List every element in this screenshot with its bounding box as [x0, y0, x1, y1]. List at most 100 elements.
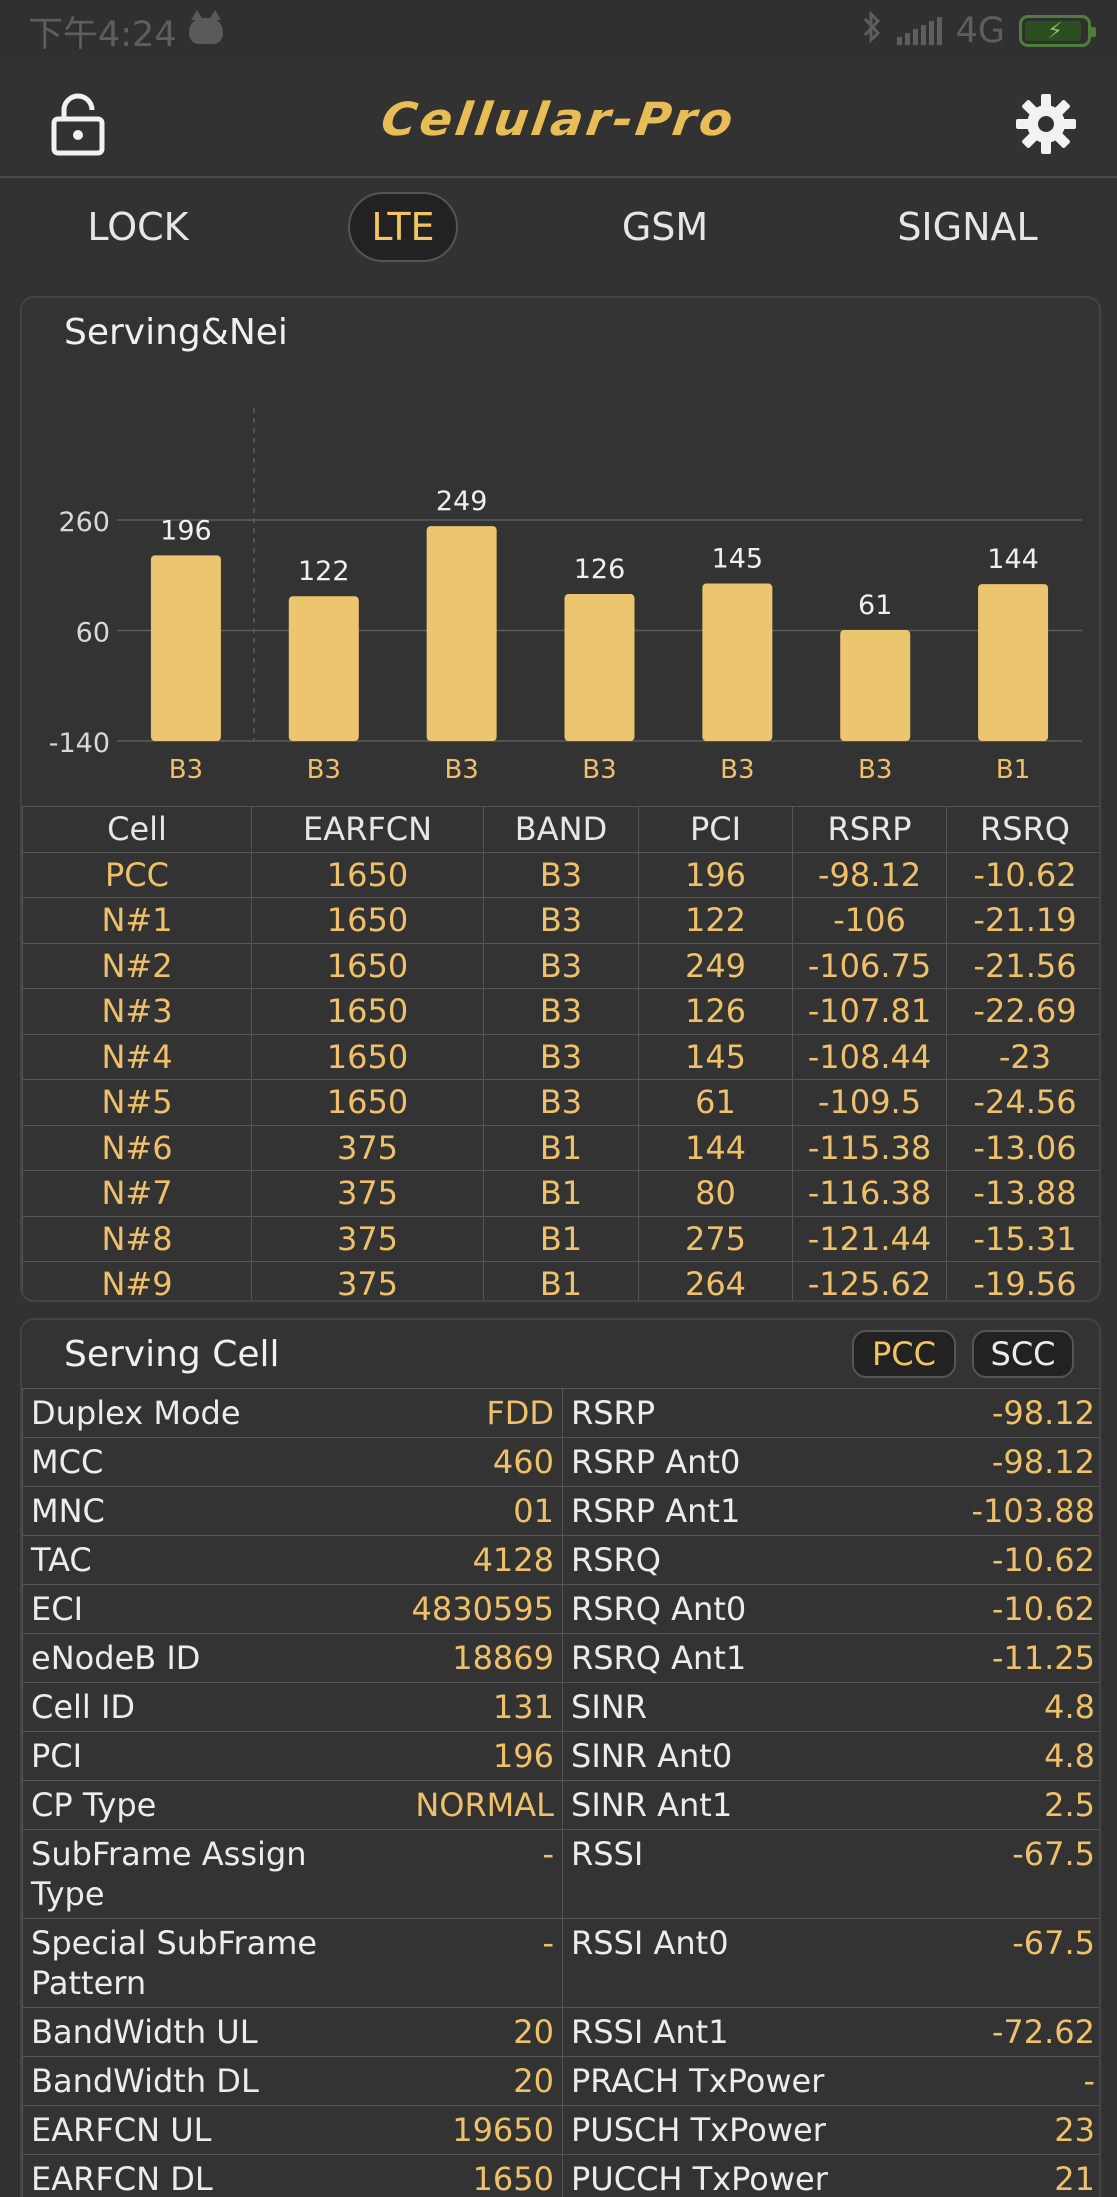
cell-rsrq: -21.19 [946, 897, 1099, 944]
right-param: SINR 4.8 [562, 1682, 1099, 1732]
scc-button[interactable]: SCC [972, 1330, 1074, 1378]
header-cell: Cell [22, 806, 252, 853]
cell-pci: 61 [638, 1079, 793, 1126]
param-value: -11.25 [991, 1639, 1095, 1677]
cell-rsrp: -106.75 [792, 942, 947, 989]
table-row: TAC 4128 RSRQ -10.62 [22, 1535, 1099, 1585]
left-param: Special SubFrame Pattern - [22, 1918, 563, 2008]
table-row: MNC 01 RSRP Ant1 -103.88 [22, 1486, 1099, 1536]
param-value: 460 [492, 1443, 554, 1481]
param-value: -67.5 [1012, 1924, 1095, 1962]
param-label: Cell ID [31, 1688, 136, 1726]
cell-band: B3 [483, 851, 639, 898]
param-value: 20 [513, 2062, 554, 2100]
param-value: 19650 [452, 2111, 554, 2149]
pcc-button[interactable]: PCC [852, 1330, 956, 1378]
chart-bar [150, 555, 221, 741]
cell-band: B3 [483, 1079, 639, 1126]
table-row: Duplex Mode FDD RSRP -98.12 [22, 1388, 1099, 1438]
right-param: RSRP Ant1 -103.88 [562, 1486, 1099, 1536]
param-value: -10.62 [991, 1590, 1095, 1628]
cell-pci: 275 [638, 1215, 793, 1262]
left-param: Duplex Mode FDD [22, 1388, 563, 1438]
left-param: eNodeB ID 18869 [22, 1633, 563, 1683]
cell-rsrp: -108.44 [792, 1033, 947, 1080]
tab-gsm[interactable]: GSM [621, 205, 709, 249]
table-row: BandWidth DL 20 PRACH TxPower - [22, 2056, 1099, 2106]
table-row: PCI 196 SINR Ant0 4.8 [22, 1731, 1099, 1781]
header-earfcn: EARFCN [251, 806, 484, 853]
cell-rsrp: -109.5 [792, 1079, 947, 1126]
tab-lock[interactable]: LOCK [87, 205, 189, 249]
cell-earfcn: 1650 [251, 1079, 484, 1126]
param-value: 21 [1054, 2160, 1095, 2197]
cell-pci: 196 [638, 851, 793, 898]
y-tick-label: -140 [49, 728, 110, 759]
param-label: RSRP [571, 1394, 656, 1432]
param-value: - [1083, 2062, 1095, 2100]
y-tick-label: 60 [76, 618, 110, 649]
param-label: Special SubFrame Pattern [31, 1924, 318, 2002]
param-label: RSRQ Ant1 [571, 1639, 747, 1677]
right-param: PUCCH TxPower 21 [562, 2154, 1099, 2197]
cell-band: B3 [483, 1033, 639, 1080]
cell-earfcn: 375 [251, 1215, 484, 1262]
cell-earfcn: 1650 [251, 897, 484, 944]
param-label: SINR [571, 1688, 647, 1726]
param-value: -98.12 [991, 1443, 1095, 1481]
left-param: BandWidth DL 20 [22, 2056, 563, 2106]
network-type: 4G [955, 11, 1005, 51]
right-param: RSRQ -10.62 [562, 1535, 1099, 1585]
cell-earfcn: 1650 [251, 988, 484, 1035]
table-row: BandWidth UL 20 RSSI Ant1 -72.62 [22, 2007, 1099, 2057]
cell-rsrq: -22.69 [946, 988, 1099, 1035]
param-label: ECI [31, 1590, 83, 1628]
left-param: SubFrame Assign Type - [22, 1829, 563, 1919]
bar-value-label: 122 [298, 556, 350, 587]
tab-signal[interactable]: SIGNAL [897, 205, 1038, 249]
param-label: RSRQ [571, 1541, 661, 1579]
cell-rsrp: -116.38 [792, 1170, 947, 1217]
param-value: 1650 [472, 2160, 554, 2197]
chart-bar [564, 594, 635, 741]
right-param: RSSI -67.5 [562, 1829, 1099, 1919]
gear-icon[interactable] [1014, 92, 1078, 156]
chart-bar [840, 629, 911, 741]
serving-nei-card: Serving&Nei 260 60 -140 196 B3 122 B3 249 B3 126 B… [20, 296, 1101, 1302]
bluetooth-icon [861, 9, 883, 53]
tab-lte[interactable]: LTE [348, 192, 458, 262]
param-value: 23 [1054, 2111, 1095, 2149]
cell-rsrp: -121.44 [792, 1215, 947, 1262]
neighbor-table: Cell EARFCN BAND PCI RSRP RSRQ PCC 1650 B3… [22, 806, 1099, 1300]
bar-value-label: 126 [574, 554, 626, 585]
param-label: BandWidth DL [31, 2062, 259, 2100]
cell-rsrp: -106 [792, 897, 947, 944]
left-param: TAC 4128 [22, 1535, 563, 1585]
cell-rsrq: -23 [946, 1033, 1099, 1080]
cell-pci: 145 [638, 1033, 793, 1080]
param-value: 131 [492, 1688, 554, 1726]
param-value: -72.62 [991, 2013, 1095, 2051]
table-row: ECI 4830595 RSRQ Ant0 -10.62 [22, 1584, 1099, 1634]
cell-band: B1 [483, 1170, 639, 1217]
param-label: EARFCN UL [31, 2111, 212, 2149]
x-tick-label: B3 [307, 755, 341, 785]
tab-bar: LOCK LTE GSM SIGNAL [0, 180, 1117, 290]
cell-rsrp: -115.38 [792, 1124, 947, 1171]
param-value: 4.8 [1044, 1688, 1095, 1726]
param-label: PUSCH TxPower [571, 2111, 826, 2149]
param-label: SubFrame Assign Type [31, 1835, 307, 1913]
table-row: EARFCN UL 19650 PUSCH TxPower 23 [22, 2105, 1099, 2155]
serving-cell-title: Serving Cell [64, 1334, 280, 1375]
param-label: RSRQ Ant0 [571, 1590, 747, 1628]
right-param: RSRQ Ant1 -11.25 [562, 1633, 1099, 1683]
cell-band: B3 [483, 942, 639, 989]
cell-band: B1 [483, 1261, 639, 1300]
table-row: MCC 460 RSRP Ant0 -98.12 [22, 1437, 1099, 1487]
cell-earfcn: 1650 [251, 942, 484, 989]
cell-pci: 144 [638, 1124, 793, 1171]
table-row: N#7 375 B1 80 -116.38 -13.88 [22, 1170, 1099, 1217]
table-row: EARFCN DL 1650 PUCCH TxPower 21 [22, 2154, 1099, 2197]
header-band: BAND [483, 806, 639, 853]
unlock-icon[interactable] [50, 92, 106, 156]
